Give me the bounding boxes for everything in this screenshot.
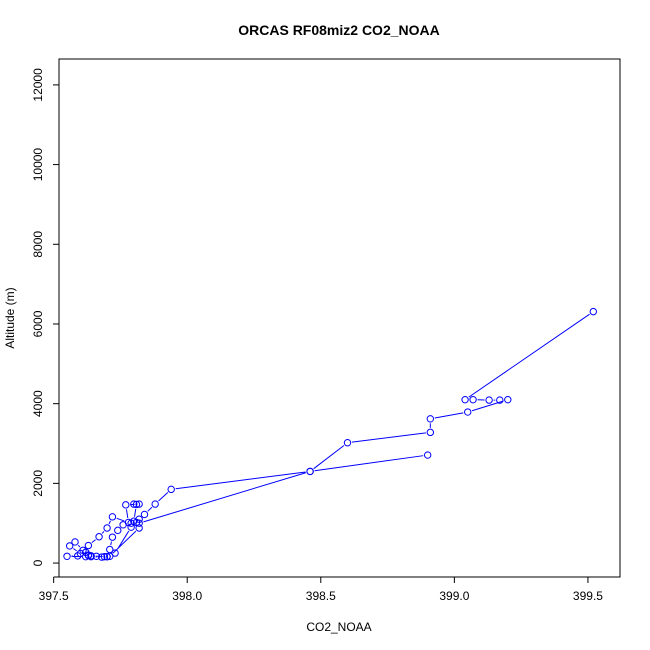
data-point xyxy=(122,501,130,509)
data-point xyxy=(71,538,79,546)
data-point xyxy=(108,513,117,521)
x-axis-label: CO2_NOAA xyxy=(306,620,371,634)
y-tick-label: 8000 xyxy=(31,231,45,258)
data-point xyxy=(426,415,435,423)
data-point xyxy=(343,439,352,447)
data-point xyxy=(151,500,159,508)
data-point xyxy=(135,519,143,527)
x-tick-label: 398.5 xyxy=(306,589,336,603)
data-point xyxy=(589,307,597,316)
data-point xyxy=(496,396,504,404)
data-point xyxy=(469,395,477,404)
data-point xyxy=(106,552,114,560)
y-tick-label: 10000 xyxy=(31,148,45,182)
data-point xyxy=(108,533,117,541)
data-point xyxy=(98,553,106,561)
y-tick-label: 2000 xyxy=(31,470,45,497)
data-point xyxy=(92,552,101,560)
data-point xyxy=(84,541,93,550)
data-point xyxy=(504,395,512,404)
data-point xyxy=(485,396,493,404)
plot-frame xyxy=(58,58,621,578)
data-point xyxy=(103,552,111,561)
y-axis-label: Altitude (m) xyxy=(3,287,17,348)
y-tick-label: 12000 xyxy=(31,68,45,102)
data-point xyxy=(103,524,111,532)
data-point xyxy=(464,408,472,416)
y-tick-label: 4000 xyxy=(31,390,45,417)
data-point xyxy=(82,552,90,561)
chart-title: ORCAS RF08miz2 CO2_NOAA xyxy=(238,22,440,38)
x-tick-label: 398.0 xyxy=(172,589,202,603)
data-point xyxy=(132,500,141,509)
data-point xyxy=(114,526,122,535)
data-point xyxy=(135,500,143,508)
data-point xyxy=(87,552,95,560)
x-tick-label: 399.0 xyxy=(439,589,469,603)
x-tick-label: 399.5 xyxy=(573,589,603,603)
data-point xyxy=(461,395,469,404)
data-point xyxy=(130,500,138,508)
data-point xyxy=(100,552,109,561)
y-axis: 0 2000 4000 6000 8000 10000 12000 xyxy=(31,68,60,566)
data-point xyxy=(95,533,103,541)
data-point xyxy=(127,523,135,531)
data-point xyxy=(119,521,127,529)
series-line xyxy=(71,313,590,558)
data-point xyxy=(65,542,74,550)
x-axis: 397.5 398.0 398.5 399.0 399.5 xyxy=(39,576,603,603)
data-point xyxy=(426,428,435,437)
y-tick-label: 0 xyxy=(31,559,45,566)
data-point xyxy=(140,510,149,519)
series-layer xyxy=(63,307,597,561)
data-point xyxy=(82,548,90,556)
data-point xyxy=(63,552,71,560)
data-point xyxy=(127,519,135,527)
data-point xyxy=(111,549,119,557)
data-point xyxy=(135,524,143,532)
data-point xyxy=(74,552,82,560)
y-tick-label: 6000 xyxy=(31,310,45,337)
x-tick-label: 397.5 xyxy=(39,589,69,603)
data-point xyxy=(423,451,432,459)
data-point xyxy=(306,467,314,476)
data-point xyxy=(167,485,175,494)
